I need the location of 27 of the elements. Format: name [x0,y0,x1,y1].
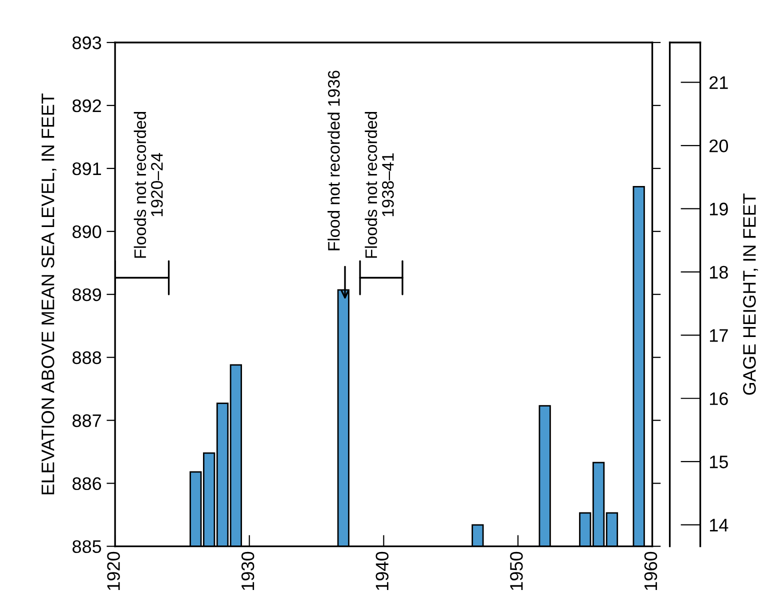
x-tick-label: 1950 [510,552,523,590]
y-tick-label: 888 [72,351,102,364]
y2-tick-label: 20 [710,139,728,152]
y-tick-label: 887 [72,414,101,428]
y-axis-title: ELEVATION ABOVE MEAN SEA LEVEL, IN FEET [42,93,56,494]
y2-tick-label: 14 [710,518,728,532]
annotation: Floods not recorded 1920–24 [134,112,163,258]
y-tick-label: 886 [72,477,102,490]
x-tick-label: 1960 [644,552,658,590]
annotation: Floods not recorded 1938–41 [364,112,394,258]
y2-axis-title: GAGE HEIGHT, IN FEET [743,193,758,395]
y2-tick-label: 19 [710,202,728,216]
y2-tick-label: 15 [710,456,728,468]
y2-tick-label: 21 [710,76,728,89]
y-tick-label: 893 [72,36,102,50]
y-tick-label: 892 [72,99,101,112]
y-tick-label: 891 [72,162,101,176]
x-tick-label: 1940 [376,552,389,590]
y2-tick-label: 16 [710,392,728,406]
annotation: Flood not recorded 1936 [328,70,340,250]
y-tick-label: 890 [72,225,102,238]
y-tick-label: 889 [72,288,102,302]
y-tick-label: 885 [72,540,102,554]
y2-tick-label: 17 [710,329,728,342]
x-tick-label: 1920 [107,552,120,590]
x-tick-label: 1930 [241,552,254,590]
y2-tick-label: 18 [710,266,728,279]
